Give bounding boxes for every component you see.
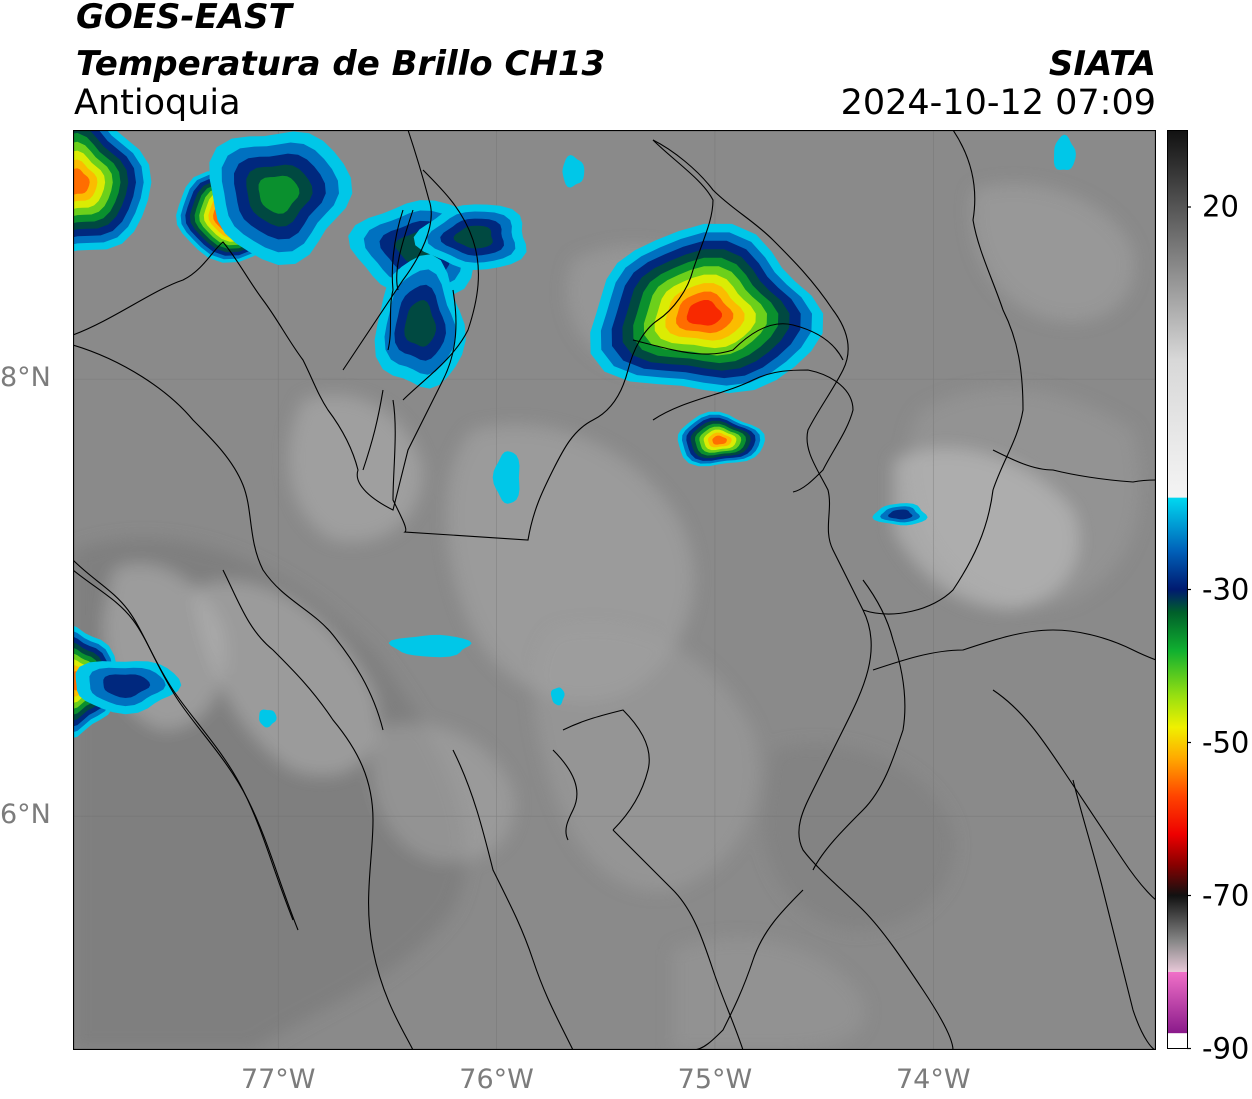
cloud-cell xyxy=(259,709,277,728)
cloud-cell xyxy=(374,254,466,389)
product-title: Temperatura de Brillo CH13 xyxy=(76,44,606,84)
source-label: SIATA xyxy=(1048,44,1156,84)
cloud-contour xyxy=(259,709,277,728)
cloud-contour xyxy=(686,300,722,326)
satellite-title: GOES-EAST xyxy=(76,0,292,37)
cloud-cell xyxy=(562,155,585,188)
cloud-cell xyxy=(73,130,152,252)
lon-tick-76w: 76°W xyxy=(459,1064,534,1095)
lon-tick-75w: 75°W xyxy=(677,1064,753,1095)
coastline-and-boundaries xyxy=(73,130,1156,1050)
colorbar-label-minus90: -90 xyxy=(1202,1031,1250,1065)
lon-tick-74w: 74°W xyxy=(896,1064,971,1095)
lat-tick-8n: 8°N xyxy=(0,362,51,394)
lon-tick-77w: 77°W xyxy=(240,1064,316,1095)
brightness-temperature-map xyxy=(73,130,1156,1050)
colorbar-label-minus70: -70 xyxy=(1202,878,1250,912)
cloud-contour xyxy=(404,300,437,347)
cloud-contour xyxy=(388,634,472,658)
cloud-contour xyxy=(73,168,90,195)
gray-cloud-texture xyxy=(73,183,1141,1050)
cloud-contour xyxy=(712,435,727,445)
colorbar-label-20: 20 xyxy=(1202,189,1239,224)
cloud-contour xyxy=(1053,134,1076,170)
colorbar-label-minus50: -50 xyxy=(1202,725,1250,759)
map-frame xyxy=(73,130,1156,1050)
cloud-cell xyxy=(413,204,527,270)
cloud-contour xyxy=(453,225,493,249)
cloud-cell xyxy=(75,661,182,715)
datetime-label: 2024-10-12 07:09 xyxy=(840,83,1156,123)
lat-tick-6n: 6°N xyxy=(0,799,51,831)
cloud-cell xyxy=(1053,134,1076,170)
cloud-contour xyxy=(562,155,585,188)
cloud-contour xyxy=(258,175,300,214)
cloud-cell xyxy=(872,503,928,526)
cloud-contour xyxy=(550,687,565,706)
cloud-contour xyxy=(492,451,520,504)
temperature-colorbar xyxy=(1167,130,1191,1050)
gridlines xyxy=(73,130,1156,1050)
colorbar-label-minus30: -30 xyxy=(1202,572,1250,606)
cloud-top-cells xyxy=(73,130,1076,739)
region-label: Antioquia xyxy=(74,83,241,123)
cloud-cell xyxy=(590,223,824,394)
cloud-cell xyxy=(492,451,520,504)
cloud-contour xyxy=(103,674,151,698)
cloud-cell xyxy=(677,411,765,467)
cloud-cell xyxy=(550,687,565,706)
cloud-cell xyxy=(388,634,472,658)
cloud-contour xyxy=(888,509,913,520)
cloud-cell xyxy=(209,131,353,265)
